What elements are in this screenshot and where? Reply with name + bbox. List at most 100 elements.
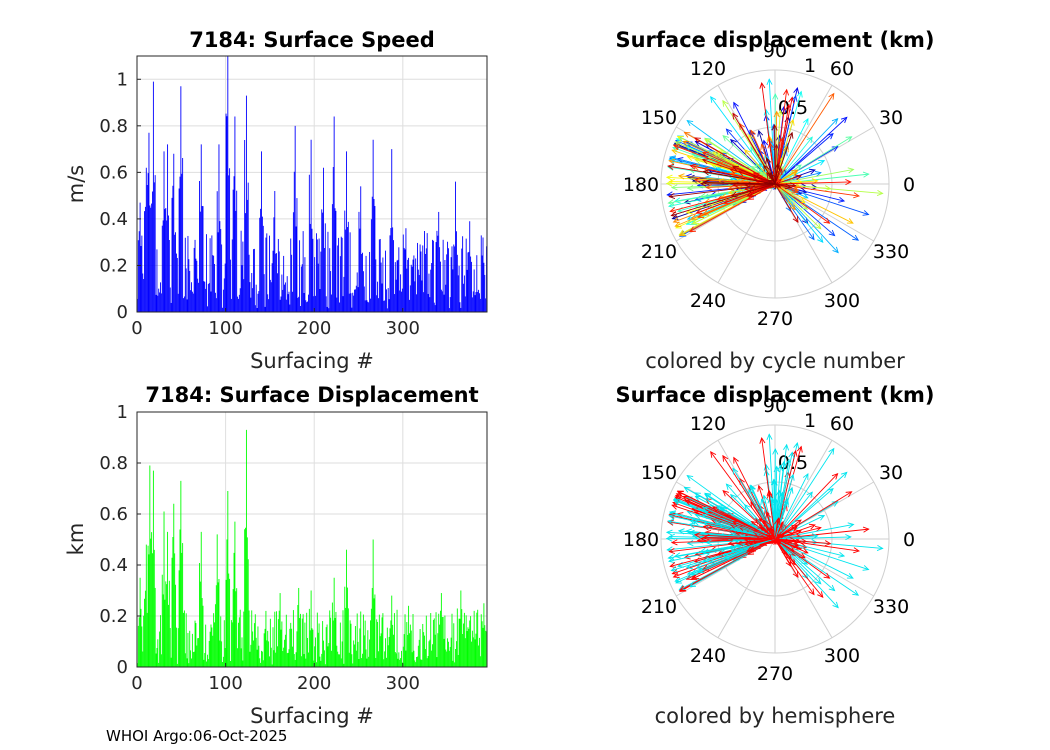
displacement-arrow xyxy=(704,138,776,185)
y-tick-label: 0.6 xyxy=(99,504,128,525)
displacement-arrow xyxy=(774,163,781,185)
displacement-arrow xyxy=(774,538,796,566)
displacement-arrow xyxy=(774,491,813,540)
polar-angle-label: 120 xyxy=(690,58,726,80)
displacement-arrow xyxy=(668,183,776,200)
polar-angle-label: 300 xyxy=(824,290,860,312)
displacement-arrow xyxy=(689,163,776,185)
polar-spoke xyxy=(717,538,776,638)
x-tick-label: 300 xyxy=(386,318,420,339)
displacement-arrow xyxy=(668,538,776,555)
y-tick-label: 0.4 xyxy=(99,555,128,576)
displacement-arrow xyxy=(774,183,860,241)
polar-cycle-caption: colored by cycle number xyxy=(645,349,905,373)
displacement-arrow xyxy=(759,436,776,540)
displacement-arrow xyxy=(774,522,855,540)
displacement-arrow xyxy=(771,478,778,540)
displacement-arrow xyxy=(774,183,839,254)
displacement-arrow xyxy=(672,499,776,540)
displacement-arrow xyxy=(774,518,781,540)
x-tick-label: 0 xyxy=(131,318,142,339)
displacement-arrow xyxy=(774,538,854,579)
displacement-arrow xyxy=(774,117,839,185)
displacement-arrow xyxy=(774,183,831,224)
polar-hemisphere-panel: Surface displacement (km) 0 30 60 90 120 150 1… xyxy=(615,383,934,728)
y-tick-label: 1 xyxy=(117,402,128,423)
displacement-axes-box xyxy=(136,411,488,668)
displacement-arrow xyxy=(702,179,776,186)
polar-cycle-panel: Surface displacement (km) 0 30 60 90 120 150 1… xyxy=(615,28,934,373)
x-tick-label: 0 xyxy=(131,673,142,694)
polar-angle-label: 90 xyxy=(763,395,787,417)
displacement-arrow xyxy=(730,538,776,553)
displacement-arrow xyxy=(701,513,776,540)
displacement-arrow xyxy=(774,183,796,211)
polar-angle-label: 240 xyxy=(690,645,726,667)
displacement-arrow xyxy=(774,538,799,579)
displacement-arrow xyxy=(774,538,792,545)
displacement-arrow xyxy=(774,486,794,540)
y-tick-label: 0.2 xyxy=(99,606,128,627)
polar-spoke xyxy=(774,85,833,185)
y-tick-label: 0.4 xyxy=(99,209,128,230)
y-tick-label: 0 xyxy=(117,302,128,323)
displacement-arrow xyxy=(774,529,802,540)
displacement-arrow xyxy=(774,183,792,190)
displacement-arrow xyxy=(702,169,776,185)
displacement-arrow xyxy=(731,165,776,185)
x-tick-label: 200 xyxy=(297,318,331,339)
displacement-arrow xyxy=(771,123,778,185)
polar-angle-label: 30 xyxy=(879,462,903,484)
polar-cycle-arrows xyxy=(665,78,884,254)
footer-stamp: WHOI Argo:06-Oct-2025 xyxy=(106,727,287,745)
polar-angle-label: 60 xyxy=(830,58,854,80)
y-tick-label: 0.2 xyxy=(99,255,128,276)
x-tick-label: 100 xyxy=(208,318,242,339)
displacement-arrow xyxy=(759,81,776,185)
polar-angle-label: 270 xyxy=(757,663,793,685)
polar-spoke xyxy=(774,183,874,242)
displacement-arrow xyxy=(731,520,776,540)
y-tick-label: 0.8 xyxy=(99,116,128,137)
displacement-arrow xyxy=(774,183,822,230)
displacement-arrow xyxy=(774,471,848,540)
displacement-arrow xyxy=(774,183,854,224)
polar-angle-label: 210 xyxy=(641,596,677,618)
polar-angle-label: 60 xyxy=(830,413,854,435)
displacement-arrow xyxy=(774,538,831,579)
speed-panel: 7184: Surface Speed 0 100 200 300 0 0.2 0.4 0.6… xyxy=(64,28,488,373)
y-tick-label: 0.8 xyxy=(99,453,128,474)
displacement-arrow xyxy=(774,487,834,540)
polar-angle-label: 210 xyxy=(641,241,677,263)
displacement-arrow xyxy=(704,493,776,540)
displacement-arrow xyxy=(774,183,815,241)
polar-angle-label: 330 xyxy=(873,241,909,263)
displacement-arrow xyxy=(701,158,776,185)
displacement-arrow xyxy=(774,118,795,185)
polar-angle-label: 150 xyxy=(641,107,677,129)
displacement-arrow xyxy=(722,489,776,540)
displacement-arrow xyxy=(774,131,794,185)
displacement-arrow xyxy=(702,524,776,540)
polar-spoke xyxy=(774,440,833,540)
polar-angle-label: 180 xyxy=(623,174,659,196)
polar-hemisphere-title: Surface displacement (km) xyxy=(615,383,934,407)
displacement-arrow xyxy=(774,167,855,185)
y-tick-label: 0.6 xyxy=(99,162,128,183)
displacement-arrow xyxy=(774,132,834,185)
polar-radius-label: 1 xyxy=(804,55,816,77)
displacement-arrow xyxy=(774,538,870,571)
speed-ylabel: m/s xyxy=(64,165,88,203)
displacement-arrow xyxy=(765,511,776,540)
displacement-arrow xyxy=(774,534,852,541)
polar-angle-label: 0 xyxy=(903,174,915,196)
displacement-arrow xyxy=(774,538,815,596)
x-tick-label: 200 xyxy=(297,673,331,694)
displacement-arrow xyxy=(774,179,852,186)
speed-bars xyxy=(136,56,488,312)
displacement-xlabel: Surfacing # xyxy=(250,704,374,728)
polar-angle-label: 0 xyxy=(903,529,915,551)
displacement-arrow xyxy=(694,492,776,540)
displacement-arrow xyxy=(670,183,776,217)
